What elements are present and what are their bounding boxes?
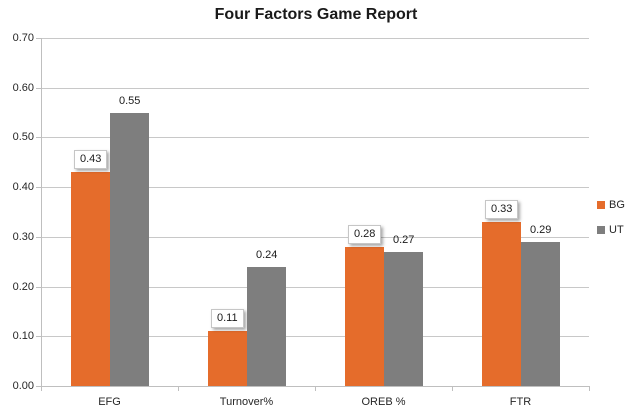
bar-BG-FTR xyxy=(482,222,521,386)
x-axis-category-label: OREB % xyxy=(361,396,406,408)
gridline xyxy=(41,336,589,337)
data-label-UT-EFG: 0.55 xyxy=(119,95,141,107)
y-axis-tick-label: 0.20 xyxy=(12,281,34,293)
data-label-UT-FTR: 0.29 xyxy=(530,224,552,236)
y-axis-tick xyxy=(36,187,41,188)
bar-BG-Turnover% xyxy=(208,331,247,386)
y-axis-tick xyxy=(36,386,41,387)
gridline xyxy=(41,88,589,89)
y-axis-tick xyxy=(36,287,41,288)
y-axis-tick xyxy=(36,237,41,238)
x-axis-tick xyxy=(315,386,316,391)
data-label-UT-OREB %: 0.27 xyxy=(393,234,415,246)
y-axis-tick-label: 0.40 xyxy=(12,181,34,193)
data-label-BG-FTR: 0.33 xyxy=(485,200,519,219)
gridline xyxy=(41,237,589,238)
bar-UT-Turnover% xyxy=(247,267,286,386)
x-axis-category-label: EFG xyxy=(98,396,121,408)
y-axis-line xyxy=(41,38,42,390)
y-axis-tick-label: 0.70 xyxy=(12,32,34,44)
legend-label-UT: UT xyxy=(609,224,624,236)
y-axis-tick-label: 0.30 xyxy=(12,231,34,243)
gridline xyxy=(41,187,589,188)
x-axis-tick xyxy=(589,386,590,391)
y-axis-tick-label: 0.60 xyxy=(12,82,34,94)
x-axis-tick xyxy=(41,386,42,391)
y-axis-tick-label: 0.50 xyxy=(12,131,34,143)
legend-entry-BG: BG xyxy=(597,199,625,211)
data-label-BG-OREB %: 0.28 xyxy=(348,225,382,244)
data-label-BG-EFG: 0.43 xyxy=(74,150,108,169)
legend-swatch-BG xyxy=(597,201,605,209)
y-axis-tick xyxy=(36,38,41,39)
chart-title: Four Factors Game Report xyxy=(214,6,418,23)
legend-label-BG: BG xyxy=(609,199,625,211)
y-axis-tick xyxy=(36,137,41,138)
data-label-UT-Turnover%: 0.24 xyxy=(256,249,278,261)
y-axis-tick xyxy=(36,336,41,337)
legend-swatch-UT xyxy=(597,226,605,234)
bar-UT-EFG xyxy=(110,113,149,386)
gridline xyxy=(41,287,589,288)
bar-UT-OREB % xyxy=(384,252,423,386)
legend-entry-UT: UT xyxy=(597,224,625,236)
bar-UT-FTR xyxy=(521,242,560,386)
bar-BG-OREB % xyxy=(345,247,384,386)
gridline xyxy=(41,38,589,39)
legend: BG UT xyxy=(597,199,625,249)
x-axis-tick xyxy=(178,386,179,391)
x-axis-category-label: FTR xyxy=(509,396,532,408)
data-label-BG-Turnover%: 0.11 xyxy=(211,309,244,328)
x-axis-tick xyxy=(452,386,453,391)
y-axis-tick-label: 0.00 xyxy=(12,380,34,392)
bar-BG-EFG xyxy=(71,172,110,386)
gridline xyxy=(41,137,589,138)
y-axis-tick xyxy=(36,88,41,89)
y-axis-tick-label: 0.10 xyxy=(12,330,34,342)
x-axis-category-label: Turnover% xyxy=(219,396,274,408)
